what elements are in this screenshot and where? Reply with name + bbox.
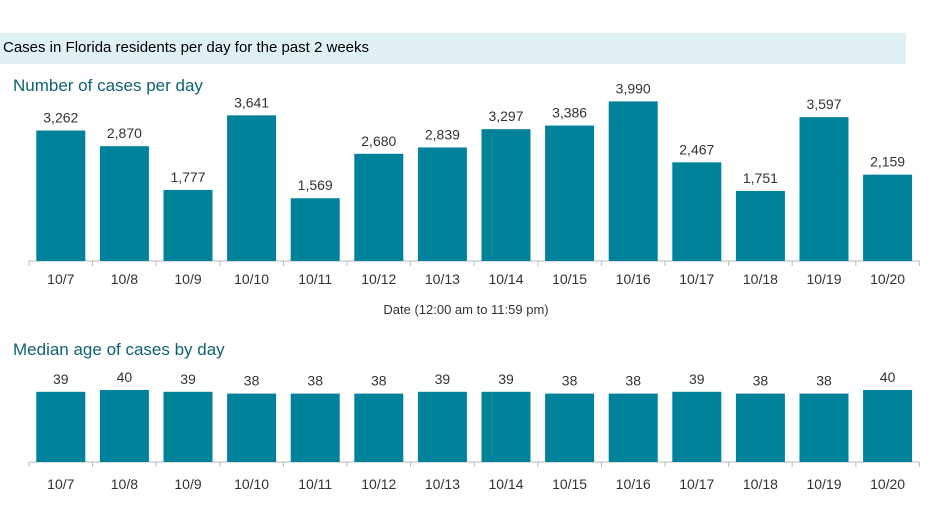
age-tick-label: 10/14 (488, 476, 523, 492)
age-bar-10-20 (863, 390, 913, 462)
cases-tick-label: 10/15 (552, 271, 587, 287)
cases-per-day-chart: 3,262 10/7 2,870 10/8 1,777 10/9 3,641 10/10 1,5… (28, 80, 920, 287)
cases-value-label: 2,159 (870, 154, 905, 170)
cases-bar-10-9 (163, 189, 213, 261)
cases-tick-label: 10/18 (743, 271, 778, 287)
age-bar-10-8 (99, 390, 149, 462)
cases-bar-10-11 (290, 198, 340, 261)
cases-bar-10-19 (799, 117, 849, 262)
age-value-label: 38 (625, 373, 641, 389)
age-tick-label: 10/19 (806, 476, 841, 492)
cases-bar-10-7 (36, 130, 86, 261)
cases-value-label: 1,569 (298, 177, 333, 193)
cases-value-label: 3,386 (552, 105, 587, 121)
age-value-label: 38 (816, 373, 832, 389)
age-value-label: 38 (753, 373, 769, 389)
cases-bar-10-15 (545, 125, 595, 261)
age-value-label: 38 (371, 373, 387, 389)
age-tick-label: 10/7 (47, 476, 74, 492)
cases-bar-10-12 (354, 153, 404, 261)
age-bar-10-19 (799, 393, 849, 462)
cases-chart-x-axis-label: Date (12:00 am to 11:59 pm) (383, 302, 548, 317)
cases-bar-10-8 (99, 146, 149, 261)
cases-bar-10-18 (735, 190, 785, 261)
cases-bar-10-20 (863, 174, 913, 261)
age-bar-10-7 (36, 391, 86, 462)
age-value-label: 39 (498, 371, 514, 387)
cases-bar-10-10 (227, 115, 277, 261)
age-bar-10-17 (672, 391, 722, 462)
age-bar-10-15 (545, 393, 595, 462)
age-tick-label: 10/13 (425, 476, 460, 492)
cases-value-label: 1,777 (170, 169, 205, 185)
age-chart-title: Median age of cases by day (13, 340, 225, 359)
cases-tick-label: 10/12 (361, 271, 396, 287)
age-tick-label: 10/9 (174, 476, 201, 492)
age-tick-label: 10/12 (361, 476, 396, 492)
age-tick-label: 10/15 (552, 476, 587, 492)
age-bar-10-10 (227, 393, 277, 462)
age-value-label: 40 (117, 369, 133, 385)
cases-tick-label: 10/16 (616, 271, 651, 287)
cases-value-label: 2,680 (361, 133, 396, 149)
cases-value-label: 2,839 (425, 126, 460, 142)
age-value-label: 38 (562, 373, 578, 389)
cases-tick-label: 10/11 (298, 271, 332, 287)
median-age-chart: 39 10/7 40 10/8 39 10/9 38 10/10 38 10/11 38 10/12 3… (28, 369, 920, 492)
cases-value-label: 2,870 (107, 125, 142, 141)
cases-tick-label: 10/8 (111, 271, 138, 287)
age-tick-label: 10/20 (870, 476, 905, 492)
cases-chart-title: Number of cases per day (13, 76, 203, 95)
cases-value-label: 3,297 (488, 108, 523, 124)
age-bar-10-9 (163, 391, 213, 462)
cases-bar-10-13 (417, 147, 467, 261)
cases-bar-10-14 (481, 129, 531, 261)
cases-tick-label: 10/13 (425, 271, 460, 287)
cases-value-label: 3,597 (806, 96, 841, 112)
cases-value-label: 1,751 (743, 170, 778, 186)
cases-tick-label: 10/9 (174, 271, 201, 287)
age-tick-label: 10/8 (111, 476, 138, 492)
age-bar-10-12 (354, 393, 404, 462)
cases-tick-label: 10/7 (47, 271, 74, 287)
age-tick-label: 10/17 (679, 476, 714, 492)
age-bar-10-18 (735, 393, 785, 462)
cases-tick-label: 10/20 (870, 271, 905, 287)
age-bar-10-16 (608, 393, 658, 462)
age-tick-label: 10/10 (234, 476, 269, 492)
header-banner: Cases in Florida residents per day for t… (0, 33, 906, 64)
cases-bar-10-16 (608, 101, 658, 262)
age-value-label: 39 (435, 371, 451, 387)
age-bar-10-11 (290, 393, 340, 462)
age-tick-label: 10/16 (616, 476, 651, 492)
age-value-label: 38 (307, 373, 323, 389)
age-tick-label: 10/11 (298, 476, 332, 492)
age-value-label: 40 (880, 369, 896, 385)
cases-tick-label: 10/19 (806, 271, 841, 287)
age-bar-10-13 (417, 391, 467, 462)
cases-tick-label: 10/17 (679, 271, 714, 287)
cases-value-label: 2,467 (679, 141, 714, 157)
age-tick-label: 10/18 (743, 476, 778, 492)
cases-bar-10-17 (672, 162, 722, 261)
banner-title: Cases in Florida residents per day for t… (3, 39, 370, 56)
age-value-label: 38 (244, 373, 260, 389)
cases-tick-label: 10/10 (234, 271, 269, 287)
cases-value-label: 3,641 (234, 94, 269, 110)
age-bar-10-14 (481, 391, 531, 462)
cases-value-label: 3,990 (616, 80, 651, 96)
cases-value-label: 3,262 (43, 110, 78, 126)
age-value-label: 39 (53, 371, 69, 387)
cases-tick-label: 10/14 (488, 271, 523, 287)
age-value-label: 39 (689, 371, 705, 387)
age-value-label: 39 (180, 371, 196, 387)
